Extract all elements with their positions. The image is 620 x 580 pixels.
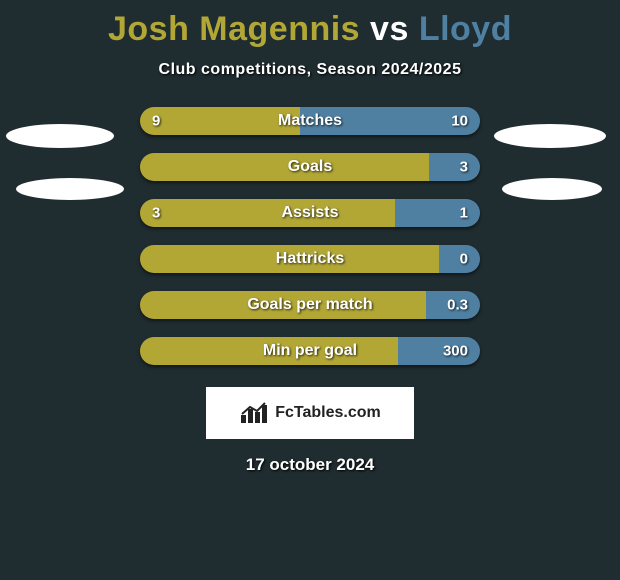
value-right: 0.3	[447, 297, 468, 314]
player1-name: Josh Magennis	[108, 10, 360, 48]
bar-track: 3 Goals	[140, 153, 480, 181]
value-right: 3	[460, 159, 468, 176]
stat-row: 0 Hattricks	[0, 245, 620, 273]
bar-right-fill	[429, 153, 480, 181]
stat-row: 0.3 Goals per match	[0, 291, 620, 319]
bar-track: 3 1 Assists	[140, 199, 480, 227]
bar-track: 0 Hattricks	[140, 245, 480, 273]
value-right: 0	[460, 251, 468, 268]
stat-label: Hattricks	[276, 250, 344, 268]
stat-row: 300 Min per goal	[0, 337, 620, 365]
comparison-title: Josh Magennis vs Lloyd	[0, 0, 620, 49]
badge-text: FcTables.com	[275, 404, 381, 422]
stat-label: Goals	[288, 158, 332, 176]
bar-left-fill	[140, 107, 300, 135]
value-right: 1	[460, 205, 468, 222]
fctables-logo-icon	[239, 401, 269, 425]
stat-label: Assists	[282, 204, 339, 222]
bar-track: 0.3 Goals per match	[140, 291, 480, 319]
value-right: 10	[451, 113, 468, 130]
player2-name: Lloyd	[419, 10, 512, 48]
stat-row: 3 Goals	[0, 153, 620, 181]
footer-date: 17 october 2024	[0, 455, 620, 475]
stat-row: 3 1 Assists	[0, 199, 620, 227]
value-left: 9	[152, 113, 160, 130]
vs-word: vs	[370, 10, 409, 48]
bar-track: 300 Min per goal	[140, 337, 480, 365]
source-badge: FcTables.com	[206, 387, 414, 439]
bar-left-fill	[140, 199, 395, 227]
decorative-ellipse	[502, 178, 602, 200]
bar-left-fill	[140, 153, 429, 181]
value-right: 300	[443, 343, 468, 360]
stat-label: Min per goal	[263, 342, 357, 360]
stat-label: Goals per match	[247, 296, 372, 314]
value-left: 3	[152, 205, 160, 222]
stat-row: 9 10 Matches	[0, 107, 620, 135]
subtitle: Club competitions, Season 2024/2025	[0, 61, 620, 79]
decorative-ellipse	[16, 178, 124, 200]
stat-label: Matches	[278, 112, 342, 130]
bar-track: 9 10 Matches	[140, 107, 480, 135]
